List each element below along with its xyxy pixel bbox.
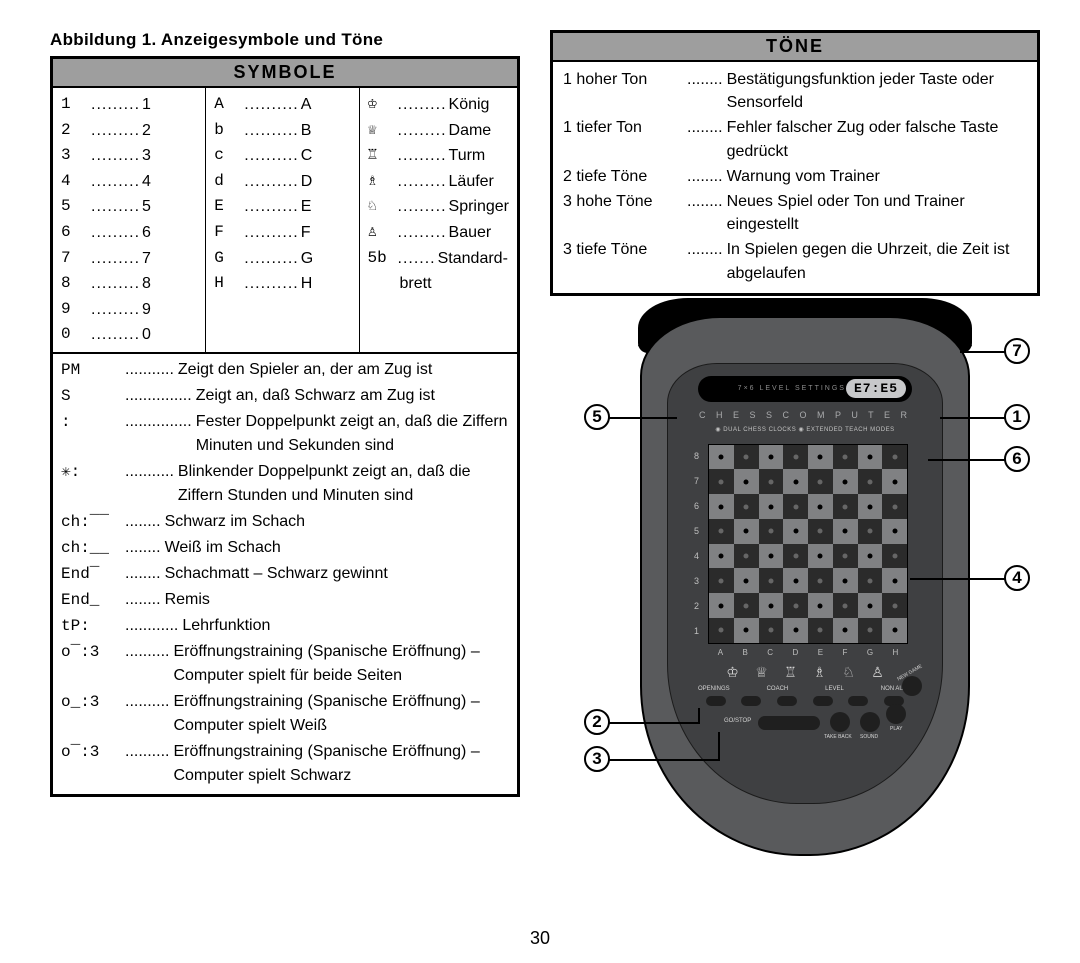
lead-5 bbox=[609, 417, 677, 419]
sound-button[interactable] bbox=[860, 712, 880, 732]
symbole-col-digits: 1.........12.........23.........34......… bbox=[53, 88, 205, 352]
piece-key-row: ♔♕♖♗♘♙ bbox=[718, 664, 892, 681]
chess-board bbox=[708, 444, 908, 644]
lcd-display: E7:E5 bbox=[846, 379, 906, 398]
symbole-col-pieces: ♔.........König♕.........Dame♖.........T… bbox=[359, 88, 518, 352]
level-key[interactable] bbox=[777, 696, 797, 706]
lead-1 bbox=[940, 417, 1006, 419]
takeback-button[interactable] bbox=[830, 712, 850, 732]
extra-key-1[interactable] bbox=[848, 696, 868, 706]
play-button[interactable] bbox=[886, 704, 906, 724]
lead-7 bbox=[960, 351, 1008, 353]
symbole-descriptions: PM...........Zeigt den Spieler an, der a… bbox=[53, 353, 517, 794]
rank-labels: 87654321 bbox=[694, 444, 699, 644]
device-title: C H E S S C O M P U T E R bbox=[668, 410, 942, 420]
coach-key[interactable] bbox=[741, 696, 761, 706]
nonauto-key[interactable] bbox=[813, 696, 833, 706]
lcd-bar: 7×6 LEVEL SETTINGS E7:E5 bbox=[698, 376, 912, 402]
play-label: PLAY bbox=[890, 726, 902, 732]
lead-3v bbox=[718, 732, 720, 761]
lead-2h bbox=[609, 722, 699, 724]
page-number: 30 bbox=[0, 928, 1080, 949]
gostop-label: GO/STOP bbox=[724, 718, 751, 724]
symbole-header: SYMBOLE bbox=[53, 59, 517, 88]
button-labels-row: OPENINGSCOACHLEVELNON AUTO bbox=[698, 686, 912, 692]
file-labels: ABCDEFGH bbox=[708, 648, 908, 657]
lead-4 bbox=[910, 578, 1006, 580]
device-inner-panel: 7×6 LEVEL SETTINGS E7:E5 C H E S S C O M… bbox=[667, 363, 943, 804]
callout-2: 2 bbox=[584, 709, 610, 735]
lead-2v bbox=[698, 708, 700, 724]
device-badges: ◉ DUAL CHESS CLOCKS ◉ EXTENDED TEACH MOD… bbox=[668, 426, 942, 433]
device-diagram: 7×6 LEVEL SETTINGS E7:E5 C H E S S C O M… bbox=[550, 316, 1040, 876]
symbole-table: SYMBOLE 1.........12.........23.........… bbox=[50, 56, 520, 797]
callout-6: 6 bbox=[1004, 446, 1030, 472]
callout-3: 3 bbox=[584, 746, 610, 772]
lead-6 bbox=[928, 459, 1006, 461]
tone-table: TÖNE 1 hoher Ton........Bestätigungsfunk… bbox=[550, 30, 1040, 296]
tone-header: TÖNE bbox=[553, 33, 1037, 62]
callout-7: 7 bbox=[1004, 338, 1030, 364]
openings-key[interactable] bbox=[706, 696, 726, 706]
takeback-label: TAKE BACK bbox=[824, 734, 852, 740]
figure-caption: Abbildung 1. Anzeigesymbole und Töne bbox=[50, 30, 520, 50]
lcd-label: 7×6 LEVEL SETTINGS bbox=[738, 385, 846, 392]
sound-label: SOUND bbox=[860, 734, 878, 740]
symbole-col-letters: A..........Ab..........Bc..........Cd...… bbox=[205, 88, 358, 352]
callout-4: 4 bbox=[1004, 565, 1030, 591]
chess-computer-device: 7×6 LEVEL SETTINGS E7:E5 C H E S S C O M… bbox=[640, 316, 970, 856]
lead-3h bbox=[609, 759, 719, 761]
gostop-button[interactable] bbox=[758, 716, 820, 730]
callout-1: 1 bbox=[1004, 404, 1030, 430]
function-key-row bbox=[698, 696, 912, 706]
callout-5: 5 bbox=[584, 404, 610, 430]
